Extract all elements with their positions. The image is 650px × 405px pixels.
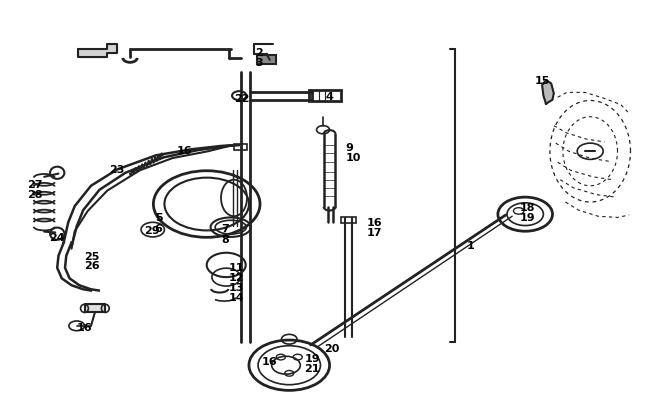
Text: 28: 28: [27, 190, 43, 199]
Text: 8: 8: [221, 234, 229, 244]
Text: 23: 23: [109, 164, 125, 174]
Text: 24: 24: [49, 232, 64, 242]
Text: 26: 26: [84, 260, 100, 270]
Text: 18: 18: [520, 202, 536, 212]
Text: 16: 16: [77, 322, 92, 332]
Text: 25: 25: [84, 251, 100, 261]
Text: 3: 3: [255, 58, 263, 68]
Text: 20: 20: [324, 343, 339, 353]
Text: 10: 10: [346, 153, 361, 163]
FancyBboxPatch shape: [257, 56, 276, 65]
Polygon shape: [84, 305, 105, 313]
Text: 29: 29: [144, 225, 160, 235]
Text: 11: 11: [229, 262, 244, 272]
Text: 21: 21: [304, 363, 320, 373]
Text: 9: 9: [346, 143, 354, 153]
Text: 6: 6: [155, 223, 162, 233]
Text: 16: 16: [261, 356, 277, 366]
Text: 7: 7: [221, 224, 229, 234]
Polygon shape: [542, 81, 554, 104]
Text: 19: 19: [304, 353, 320, 363]
Text: 15: 15: [534, 76, 550, 86]
Text: 1: 1: [467, 240, 474, 250]
Text: 16: 16: [177, 146, 192, 156]
Text: 5: 5: [155, 213, 162, 223]
Text: 16: 16: [367, 218, 382, 228]
Text: 22: 22: [234, 94, 250, 104]
Text: 12: 12: [229, 273, 244, 282]
Text: 4: 4: [325, 92, 333, 101]
Text: 13: 13: [229, 283, 244, 292]
Text: 2: 2: [255, 48, 263, 58]
Text: 14: 14: [229, 293, 244, 303]
Text: 17: 17: [367, 228, 382, 238]
Polygon shape: [78, 45, 117, 58]
Text: 19: 19: [520, 213, 536, 223]
Text: 27: 27: [27, 179, 43, 189]
